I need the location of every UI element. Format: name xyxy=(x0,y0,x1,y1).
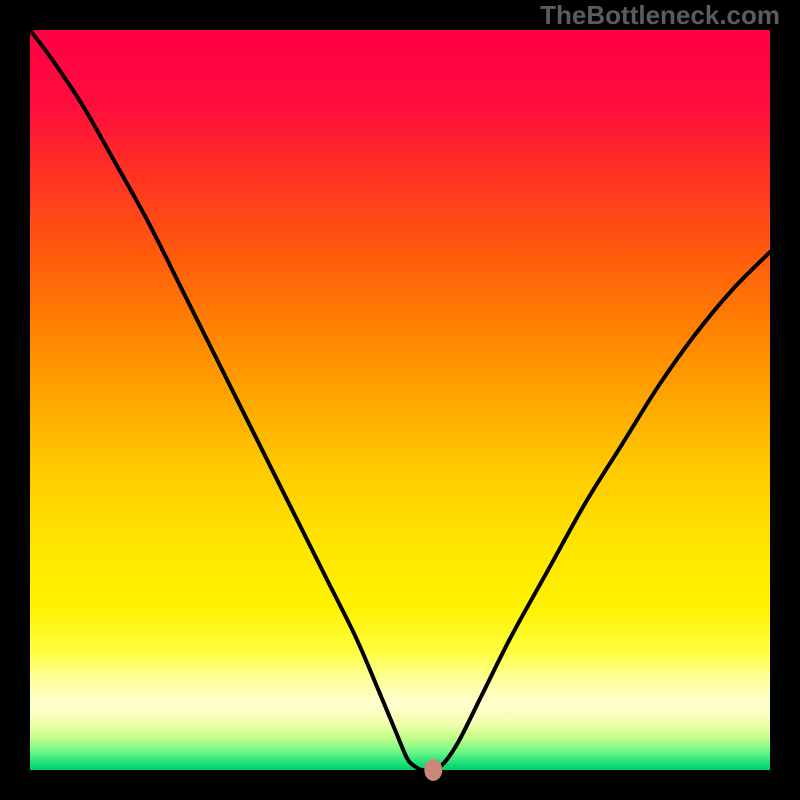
chart-container: TheBottleneck.com xyxy=(0,0,800,800)
watermark-text: TheBottleneck.com xyxy=(540,0,780,31)
plot-background xyxy=(30,30,770,770)
optimal-point-marker xyxy=(424,759,442,781)
bottleneck-chart xyxy=(0,0,800,800)
